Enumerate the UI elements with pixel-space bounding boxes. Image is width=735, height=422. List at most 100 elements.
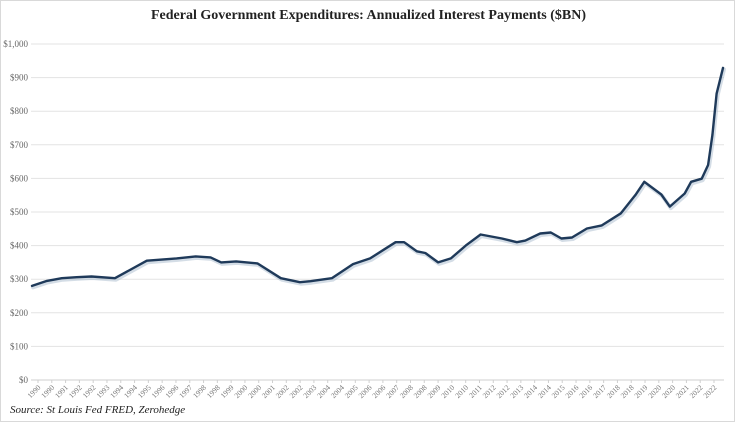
x-tick-label: 2015 (550, 383, 567, 400)
data-point (175, 257, 178, 259)
x-tick-label: 2004 (329, 383, 346, 400)
data-point (711, 134, 713, 136)
data-point (571, 236, 573, 239)
data-point (90, 275, 93, 278)
x-tick-label: 2008 (398, 383, 415, 400)
x-tick-label: 1998 (191, 383, 208, 400)
x-tick-label: 2007 (384, 383, 401, 400)
data-point (280, 277, 282, 279)
data-point (369, 257, 371, 259)
x-tick-label: 2014 (536, 383, 553, 400)
data-point (707, 164, 709, 166)
y-tick-label: $300 (10, 274, 29, 284)
x-tick-label: 2004 (315, 383, 332, 400)
x-tick-label: 2019 (632, 383, 649, 400)
data-point (620, 212, 622, 214)
x-tick-label: 1990 (39, 383, 56, 400)
series-line (30, 66, 725, 288)
data-point (669, 206, 671, 208)
data-point (424, 252, 426, 254)
x-tick-label: 2020 (660, 383, 677, 400)
data-point (450, 257, 452, 259)
y-tick-label: $600 (10, 173, 29, 183)
data-point (235, 260, 237, 262)
data-point (586, 227, 588, 230)
data-point (722, 67, 724, 69)
data-point (550, 231, 552, 234)
x-tick-label: 2000 (246, 383, 263, 400)
data-point (465, 245, 467, 247)
x-tick-label: 2012 (481, 383, 498, 400)
x-tick-label: 1995 (136, 383, 153, 400)
x-tick-label: 2010 (439, 383, 456, 400)
data-point (539, 232, 541, 235)
data-point (256, 262, 258, 265)
x-tick-label: 2002 (274, 383, 291, 400)
data-point (635, 193, 637, 196)
data-point (660, 193, 662, 196)
x-tick-label: 1998 (205, 383, 222, 400)
chart-title: Federal Government Expenditures: Annuali… (150, 8, 586, 23)
x-tick-label: 1994 (122, 383, 139, 400)
data-point (61, 277, 63, 279)
chart-source: Source: St Louis Fed FRED, Zerohedge (10, 404, 186, 416)
y-tick-label: $800 (10, 106, 29, 116)
x-tick-label: 2012 (495, 383, 512, 400)
data-point (299, 281, 301, 283)
data-point (643, 181, 645, 183)
data-point (516, 241, 518, 243)
data-point (394, 241, 397, 243)
data-point (716, 93, 718, 95)
x-tick-label: 2016 (577, 383, 594, 400)
x-tick-label: 2022 (701, 383, 718, 400)
x-tick-label: 2002 (288, 383, 305, 400)
data-point (701, 178, 703, 180)
x-tick-label: 1993 (94, 383, 111, 400)
y-tick-label: $900 (10, 73, 29, 83)
x-tick-label: 2017 (591, 383, 608, 400)
x-tick-label: 2010 (453, 383, 470, 400)
x-tick-label: 2000 (232, 383, 249, 400)
x-tick-label: 2001 (260, 383, 277, 400)
data-point (46, 280, 48, 282)
x-tick-label: 2009 (426, 383, 443, 400)
data-point (501, 237, 503, 240)
x-tick-label: 2018 (605, 383, 622, 400)
data-point (114, 277, 116, 279)
data-point (524, 239, 526, 242)
x-tick-label: 1997 (177, 383, 194, 400)
data-point (352, 263, 354, 265)
data-point (331, 277, 333, 279)
data-point (403, 241, 405, 243)
data-point (437, 261, 439, 263)
x-tick-label: 2008 (412, 383, 429, 400)
data-point (31, 285, 33, 287)
x-tick-label: 1990 (25, 383, 42, 400)
x-tick-label: 1999 (219, 383, 236, 400)
y-tick-label: $0 (19, 375, 29, 385)
x-tick-label: 1992 (67, 383, 84, 400)
x-tick-label: 2006 (357, 383, 374, 400)
x-tick-label: 1994 (108, 383, 125, 400)
data-point (416, 250, 418, 252)
x-tick-label: 2005 (343, 383, 360, 400)
data-point (560, 237, 563, 240)
x-tick-label: 2021 (674, 383, 691, 400)
y-tick-label: $500 (10, 207, 29, 217)
data-point (601, 224, 603, 227)
x-tick-label: 2014 (522, 383, 539, 400)
x-tick-label: 1991 (53, 383, 70, 400)
data-point (480, 233, 482, 236)
x-tick-label: 2006 (370, 383, 387, 400)
x-tick-label: 1996 (150, 383, 167, 400)
x-tick-label: 2020 (646, 383, 663, 400)
x-tick-label: 2011 (467, 383, 484, 400)
data-point (76, 276, 78, 278)
y-tick-label: $700 (10, 140, 29, 150)
x-tick-label: 2018 (619, 383, 636, 400)
y-tick-label: $400 (10, 241, 29, 251)
x-tick-label: 2003 (301, 383, 318, 400)
data-point (220, 261, 222, 263)
